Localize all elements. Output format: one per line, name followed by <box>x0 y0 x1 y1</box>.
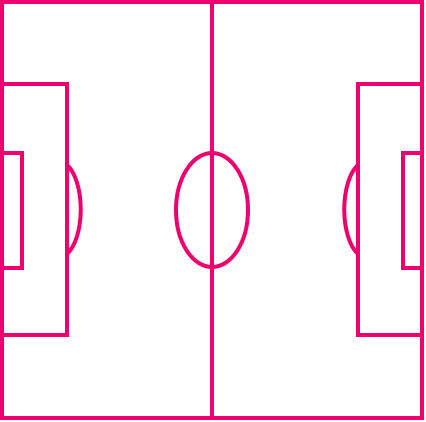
left-goal-area <box>0 151 24 270</box>
right-goal-area <box>401 151 424 270</box>
right-penalty-arc <box>342 163 360 256</box>
center-circle <box>174 151 250 269</box>
left-penalty-arc <box>65 163 83 256</box>
